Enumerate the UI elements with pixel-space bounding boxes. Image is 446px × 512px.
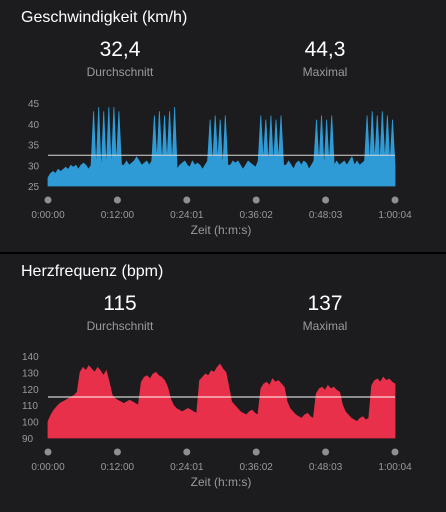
hr-x-tick: 0:24:01 bbox=[170, 462, 204, 473]
speed-x-tick: 1:00:04 bbox=[378, 210, 412, 221]
speed-x-tick: 0:36:02 bbox=[240, 210, 274, 221]
hr-x-tick: 0:12:00 bbox=[101, 462, 135, 473]
hr-avg-label: Durchschnitt bbox=[86, 319, 154, 333]
speed-x-tick: 0:00:00 bbox=[31, 210, 65, 221]
speed-avg-value: 32,4 bbox=[99, 38, 141, 61]
hr-panel: Herzfrequenz (bpm) 115 Durchschnitt 137 … bbox=[0, 254, 446, 512]
hr-y-tick: 140 bbox=[22, 352, 39, 363]
hr-title: Herzfrequenz (bpm) bbox=[21, 263, 164, 280]
hr-y-tick: 110 bbox=[22, 401, 38, 412]
speed-panel: Geschwindigkeit (km/h) 32,4 Durchschnitt… bbox=[0, 0, 446, 252]
speed-x-tick: 0:12:00 bbox=[101, 210, 135, 221]
hr-x-tick-dot bbox=[183, 448, 191, 456]
speed-x-tick-dot bbox=[322, 196, 330, 204]
hr-y-tick: 130 bbox=[22, 368, 39, 379]
speed-y-tick: 35 bbox=[28, 141, 40, 152]
hr-area bbox=[47, 363, 396, 439]
speed-x-tick-dot bbox=[44, 196, 52, 204]
speed-area bbox=[47, 107, 396, 187]
speed-x-tick-dot bbox=[183, 196, 191, 204]
hr-x-tick-dot bbox=[44, 448, 52, 456]
speed-max-label: Maximal bbox=[302, 65, 348, 79]
hr-avg-value: 115 bbox=[103, 292, 137, 315]
hr-x-tick-dot bbox=[252, 448, 260, 456]
speed-x-tick-dot bbox=[252, 196, 260, 204]
speed-max-value: 44,3 bbox=[304, 38, 346, 61]
hr-y-tick: 90 bbox=[22, 434, 34, 445]
speed-y-tick: 40 bbox=[28, 120, 40, 131]
speed-x-axis-title: Zeit (h:m:s) bbox=[191, 223, 252, 237]
speed-y-tick: 30 bbox=[28, 161, 40, 172]
hr-chart: 90 100 110 120 130 140 0:00:00 0:12:00 0:24:01 0:… bbox=[22, 352, 412, 489]
hr-max-value: 137 bbox=[307, 292, 343, 315]
hr-x-axis-title: Zeit (h:m:s) bbox=[191, 475, 252, 489]
speed-chart: 25 30 35 40 45 0:00:00 0:12:00 0:24:01 0:36:02 0:… bbox=[28, 99, 412, 237]
hr-x-tick-dot bbox=[113, 448, 121, 456]
speed-x-tick: 0:48:03 bbox=[309, 210, 343, 221]
hr-x-tick-dot bbox=[322, 448, 330, 456]
speed-x-tick-dot bbox=[391, 196, 399, 204]
hr-max-label: Maximal bbox=[302, 319, 348, 333]
speed-x-tick-dot bbox=[113, 196, 121, 204]
hr-y-tick: 120 bbox=[22, 385, 39, 396]
speed-y-tick: 25 bbox=[28, 182, 40, 193]
hr-x-tick: 0:36:02 bbox=[240, 462, 274, 473]
speed-y-tick: 45 bbox=[28, 99, 40, 110]
hr-x-tick: 0:00:00 bbox=[31, 462, 65, 473]
hr-x-tick-dot bbox=[391, 448, 399, 456]
speed-title: Geschwindigkeit (km/h) bbox=[21, 9, 188, 26]
hr-x-tick: 1:00:04 bbox=[378, 462, 412, 473]
speed-avg-label: Durchschnitt bbox=[86, 65, 154, 79]
hr-y-tick: 100 bbox=[22, 418, 39, 429]
hr-x-tick: 0:48:03 bbox=[309, 462, 343, 473]
speed-x-tick: 0:24:01 bbox=[170, 210, 204, 221]
